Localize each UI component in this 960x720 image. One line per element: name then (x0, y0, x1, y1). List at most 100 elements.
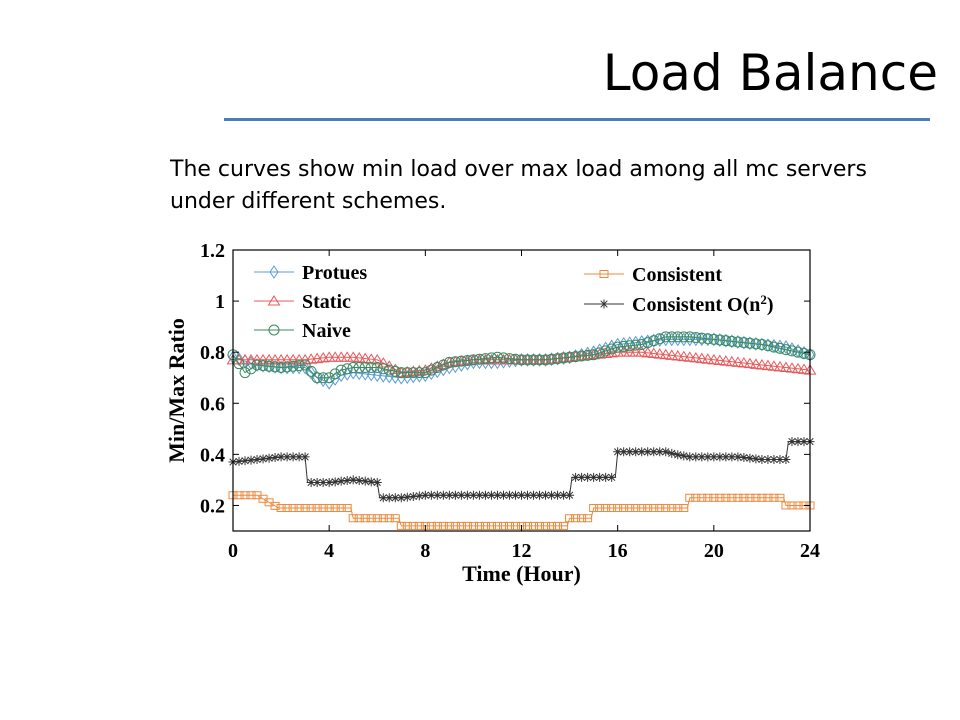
legend-item-0: Protues (254, 262, 367, 284)
series-point-4 (595, 472, 605, 482)
series-point-4 (486, 490, 496, 500)
series-point-3 (414, 521, 424, 530)
series-point-2 (245, 363, 257, 375)
series-point-4 (450, 490, 460, 500)
series-point-3 (450, 521, 460, 530)
series-point-3 (426, 521, 436, 530)
series-point-1 (731, 356, 745, 367)
series-point-3 (751, 493, 761, 502)
series-point-4 (432, 490, 442, 500)
series-point-2 (437, 359, 449, 371)
series-point-3 (547, 521, 557, 530)
series-point-0 (306, 365, 316, 380)
x-tick-label: 16 (608, 540, 628, 562)
series-point-2 (666, 331, 678, 343)
legend-item-1: Static (254, 291, 351, 313)
series-point-3 (462, 521, 472, 530)
series-point-3 (324, 504, 334, 513)
series-point-3 (300, 504, 310, 513)
legend-item-3: Consistent (584, 264, 722, 286)
series-point-2 (792, 346, 804, 358)
series-point-3 (523, 521, 533, 530)
y-tick-label: 1.2 (200, 240, 225, 262)
series-point-2 (431, 362, 443, 374)
series-point-1 (761, 359, 775, 371)
series-point-4 (252, 454, 262, 464)
series-point-0 (282, 360, 292, 375)
series-point-2 (365, 362, 377, 374)
series-point-0 (739, 335, 749, 350)
series-point-2 (353, 362, 365, 374)
series-point-3 (276, 504, 286, 513)
series-point-4 (739, 453, 749, 463)
series-point-2 (413, 367, 425, 379)
series-point-4 (781, 454, 791, 464)
series-point-2 (528, 354, 540, 366)
series-point-3 (312, 504, 322, 513)
series-point-3 (354, 514, 364, 523)
series-point-2 (744, 337, 756, 349)
series-point-4 (246, 455, 256, 465)
series-point-1 (767, 360, 781, 371)
series-point-4 (318, 477, 328, 487)
series-point-3 (763, 493, 773, 502)
series-point-4 (480, 490, 490, 500)
series-point-2 (582, 349, 594, 361)
series-point-2 (540, 354, 552, 366)
series-point-3 (625, 504, 635, 513)
series-point-2 (509, 353, 521, 365)
series-point-4 (661, 447, 671, 457)
series-point-2 (467, 354, 479, 366)
series-point-2 (479, 353, 491, 365)
series-point-2 (347, 362, 359, 374)
series-point-3 (703, 493, 713, 502)
series-point-2 (774, 342, 786, 354)
series-point-2 (455, 355, 467, 367)
series-point-2 (768, 341, 780, 353)
series-point-4 (565, 490, 575, 500)
series-point-2 (648, 335, 660, 347)
series-point-4 (625, 447, 635, 457)
series-point-4 (240, 456, 250, 466)
series-point-2 (359, 362, 371, 374)
series-point-2 (630, 339, 642, 351)
series-point-3 (745, 493, 755, 502)
series-point-4 (649, 447, 659, 457)
series-point-0 (276, 360, 286, 375)
series-point-4 (541, 490, 551, 500)
series-point-4 (510, 490, 520, 500)
series-point-0 (234, 352, 244, 367)
series-point-1 (725, 355, 739, 367)
series-point-0 (522, 352, 533, 367)
series-point-0 (318, 373, 328, 388)
y-tick-label: 0.8 (200, 342, 225, 364)
series-point-4 (336, 476, 346, 486)
series-point-3 (240, 491, 250, 500)
legend-marker (269, 265, 279, 279)
series-point-4 (342, 476, 352, 486)
series-point-3 (721, 493, 731, 502)
series-point-4 (637, 447, 647, 457)
series-point-3 (613, 504, 623, 513)
series-point-2 (672, 331, 684, 343)
series-point-1 (791, 362, 805, 374)
series-point-3 (571, 514, 581, 523)
series-point-2 (612, 341, 624, 353)
series-point-3 (498, 521, 508, 530)
series-point-2 (678, 331, 690, 343)
series-point-2 (269, 361, 281, 373)
series-point-4 (300, 452, 310, 462)
series-point-4 (775, 454, 785, 464)
series-point-2 (299, 359, 311, 371)
series-point-3 (396, 521, 406, 530)
series-point-4 (721, 452, 731, 462)
legend-marker (599, 270, 609, 278)
series-point-1 (671, 350, 685, 361)
series-point-4 (547, 490, 557, 500)
series-point-3 (553, 521, 563, 530)
series-point-3 (456, 521, 466, 530)
series-point-1 (376, 357, 390, 368)
series-point-2 (690, 331, 702, 343)
series-point-1 (641, 346, 655, 358)
series-point-0 (252, 358, 262, 372)
